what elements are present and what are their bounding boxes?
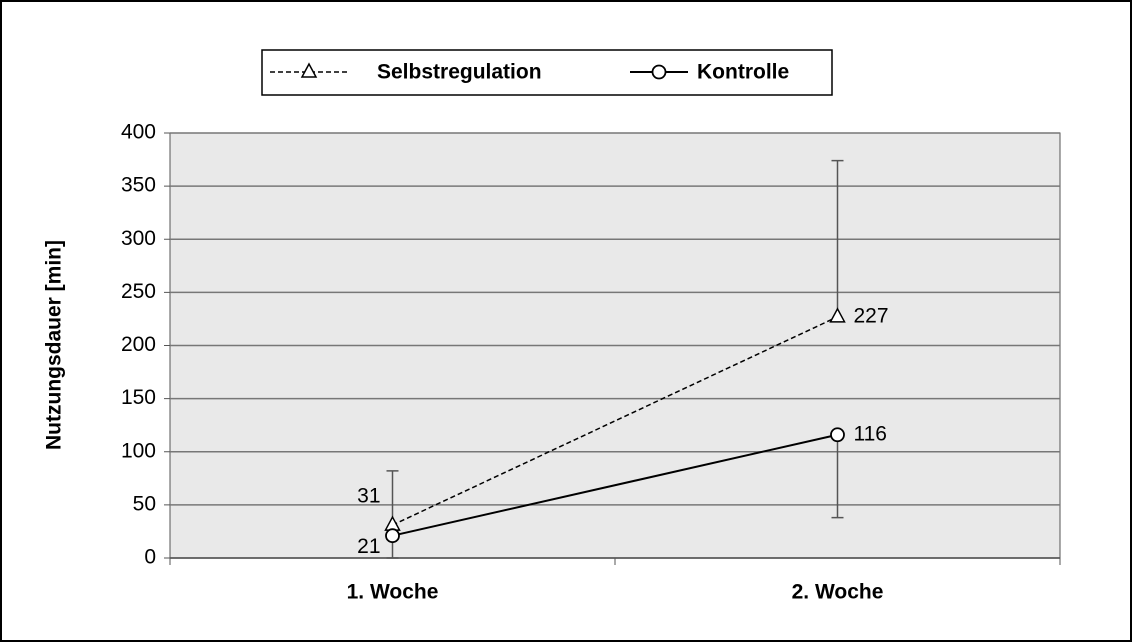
y-tick-label: 300 — [121, 227, 156, 250]
legend — [261, 49, 833, 96]
data-label: 21 — [357, 535, 380, 558]
marker — [385, 528, 400, 544]
marker — [651, 64, 667, 80]
marker — [830, 427, 845, 443]
y-tick-label: 50 — [133, 492, 156, 515]
marker — [829, 307, 846, 323]
y-tick-label: 400 — [121, 121, 156, 144]
y-tick-label: 0 — [144, 546, 156, 569]
series-line — [392, 433, 838, 537]
y-tick-label: 200 — [121, 333, 156, 356]
y-tick-label: 150 — [121, 386, 156, 409]
x-tick-label: 1. Woche — [347, 581, 439, 604]
data-label: 31 — [357, 485, 380, 508]
x-tick-label: 2. Woche — [792, 581, 884, 604]
marker — [300, 62, 318, 78]
data-label: 116 — [854, 422, 887, 445]
legend-label: Kontrolle — [697, 61, 789, 84]
y-tick-label: 350 — [121, 174, 156, 197]
y-tick-label: 250 — [121, 280, 156, 303]
series-line — [392, 316, 838, 526]
legend-label: Selbstregulation — [377, 61, 542, 84]
y-axis-label: Nutzungsdauer [min] — [43, 240, 66, 450]
y-tick-label: 100 — [121, 439, 156, 462]
data-label: 227 — [854, 304, 889, 327]
